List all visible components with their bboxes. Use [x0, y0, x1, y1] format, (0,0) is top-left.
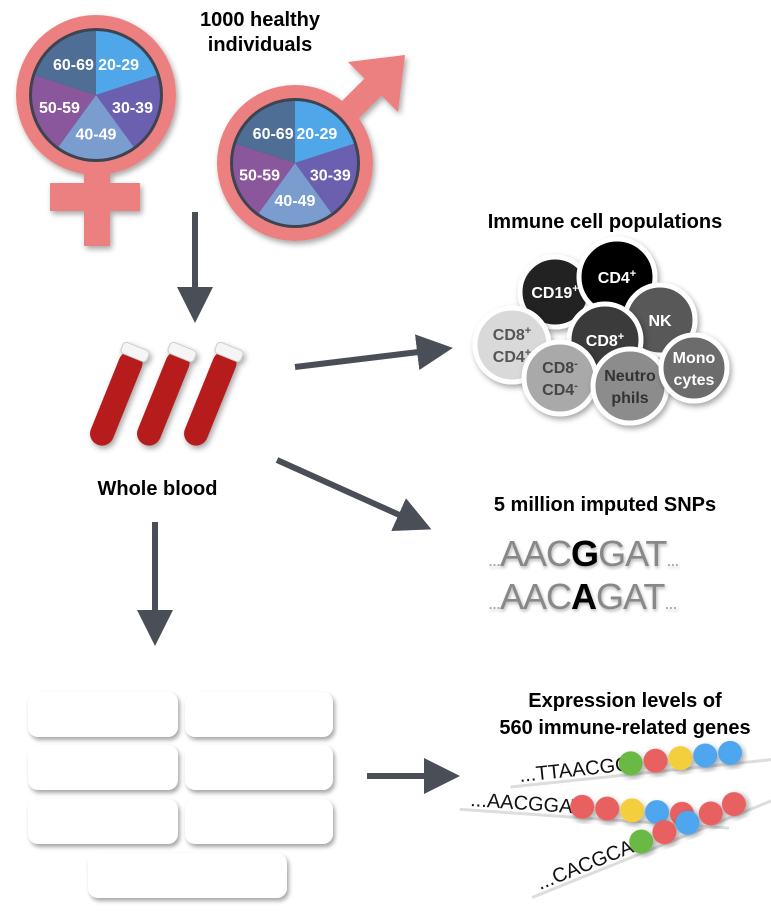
snp-sequence-1: ...AACGGAT... [488, 533, 679, 575]
ellipsis: ... [488, 550, 501, 570]
male-arrowhead [348, 55, 405, 112]
stimulus-e-coli: E. coli [28, 692, 178, 737]
immune-cell: Mono cytes [658, 332, 730, 404]
cell-label: CD8+ [493, 325, 531, 344]
pie-slice-20-29 [295, 101, 354, 163]
stimulus-seb: SEB [185, 799, 333, 844]
snp-sequence-2: ...AACAGAT... [488, 576, 677, 618]
expression-dot [618, 751, 643, 776]
age-label: 30-39 [112, 100, 153, 117]
cell-label: CD19+ [531, 283, 578, 302]
gene-sequence: ...TTAACGG [518, 753, 632, 787]
immune-cell: CD8- CD4- [521, 339, 599, 417]
age-label: 40-49 [275, 193, 316, 210]
snp-allele-a: A [571, 576, 597, 617]
cell-label: Neutro [604, 368, 656, 385]
expression-dot [645, 800, 670, 825]
snps-title: 5 million imputed SNPs [493, 494, 717, 516]
stimulus-c-albicans: C. albicans [185, 692, 333, 737]
pie-slice-50-59 [233, 143, 295, 214]
seq-prefix: AAC [500, 576, 572, 617]
cell-label: CD4+ [598, 268, 636, 287]
age-label: 60-69 [253, 126, 294, 143]
expression-title-line1: Expression levels of [528, 690, 722, 712]
expression-title: Expression levels of 560 immune-related … [470, 688, 771, 742]
expression-dot [698, 801, 723, 826]
snp-allele-g: G [571, 533, 599, 574]
pie-slice-30-39 [295, 143, 357, 214]
age-label: 30-39 [310, 167, 351, 184]
expression-dot [668, 746, 693, 771]
age-label: 20-29 [98, 57, 139, 74]
blood-tubes-icon [90, 341, 244, 446]
female-age-pie: 20-29 30-39 40-49 50-59 60-69 [29, 28, 163, 162]
immune-cell: CD19+ [517, 254, 593, 330]
male-age-pie: 20-29 30-39 40-49 50-59 60-69 [230, 98, 360, 228]
stimulus-influenza: Influenza [185, 745, 333, 790]
expression-dot [693, 743, 718, 768]
gene-strand: ...CACGCAA [531, 792, 771, 899]
stimulus-s-aureus: S. aureus [28, 745, 178, 790]
expression-title-line2: 560 immune-related genes [499, 717, 751, 739]
cell-label: CD8- [542, 358, 578, 377]
expression-dot [675, 810, 700, 835]
pie-slice-40-49 [58, 95, 134, 159]
stimulus-bcg: BCG [28, 799, 178, 844]
expression-dot [570, 794, 595, 819]
immune-cell: Neutro phils [590, 346, 670, 426]
age-label: 50-59 [239, 167, 280, 184]
immune-cell-cluster: CD19+ CD4+ NK CD8+ CD8+ CD4+ CD8- CD4- Neutro phi… [472, 236, 730, 426]
immune-cell-title: Immune cell populations [487, 211, 723, 233]
seq-prefix: AAC [500, 533, 572, 574]
cell-label: CD4+ [493, 347, 531, 366]
ellipsis: ... [666, 550, 679, 570]
age-label: 50-59 [39, 100, 80, 117]
age-label: 40-49 [76, 126, 117, 143]
age-label: 60-69 [53, 57, 94, 74]
cell-label: phils [611, 390, 648, 407]
expression-dot [718, 740, 743, 765]
seq-suffix: GAT [596, 576, 665, 617]
expression-dot [721, 792, 746, 817]
cell-label: cytes [674, 372, 715, 389]
ellipsis: ... [488, 593, 501, 613]
expression-dot [652, 820, 677, 845]
gene-sequence: ...AACGGAT [470, 789, 584, 819]
pie-slice-60-69 [236, 101, 295, 163]
pie-slice-20-29 [96, 31, 157, 95]
pie-slice-30-39 [96, 75, 161, 147]
expression-dot [629, 829, 654, 854]
stimulus-non-stimulated: Non stimulated [88, 853, 287, 898]
cell-label: CD4- [542, 380, 578, 399]
expression-dot [595, 796, 620, 821]
female-crossbar [50, 183, 140, 211]
arrow-blood-to-snps [275, 457, 432, 532]
pie-slice-60-69 [35, 31, 96, 95]
gene-expression-strands: ...TTAACGG...AACGGAT...CACGCAA [459, 740, 771, 899]
pie-slice-40-49 [258, 163, 332, 226]
cell-label: NK [648, 313, 672, 330]
seq-suffix: GAT [598, 533, 667, 574]
arrow-blood-to-cells [294, 334, 453, 371]
cell-label: Mono [673, 350, 716, 367]
cell-label: CD8+ [586, 331, 624, 350]
whole-blood-label: Whole blood [97, 478, 218, 500]
ellipsis: ... [664, 593, 677, 613]
cohort-title: 1000 healthy individuals [199, 9, 321, 56]
expression-dot [620, 798, 645, 823]
pie-slice-50-59 [32, 75, 96, 147]
age-label: 20-29 [296, 126, 337, 143]
expression-dot [643, 748, 668, 773]
gene-strand: ...TTAACGG [510, 740, 771, 789]
